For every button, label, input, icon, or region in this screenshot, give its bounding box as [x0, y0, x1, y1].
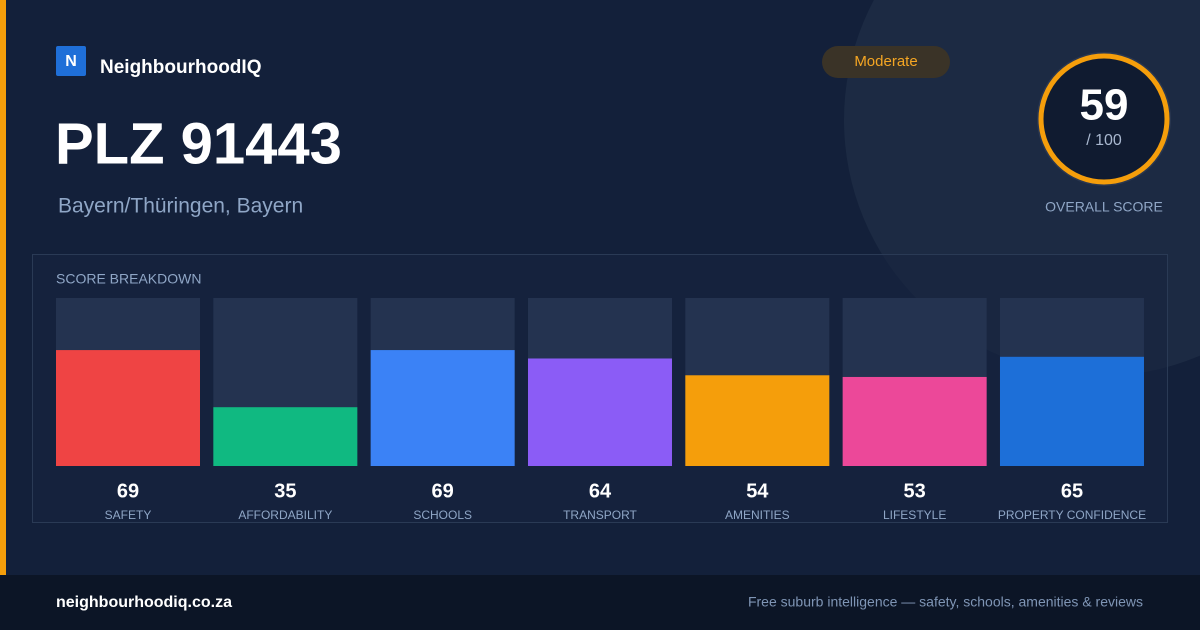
bar	[685, 375, 830, 466]
bar	[56, 350, 200, 466]
footer-tagline: Free suburb intelligence — safety, schoo…	[748, 594, 1143, 610]
category-label: SCHOOLS	[413, 508, 472, 522]
category-label: TRANSPORT	[563, 508, 637, 522]
value-label: 54	[746, 480, 769, 502]
score-max: / 100	[1086, 132, 1122, 149]
category-label: LIFESTYLE	[883, 508, 946, 522]
value-label: 65	[1061, 480, 1083, 502]
brand-name: NeighbourhoodIQ	[100, 57, 261, 78]
category-label: AMENITIES	[725, 508, 790, 522]
chart-title: SCORE BREAKDOWN	[56, 271, 201, 287]
title: PLZ 91443	[55, 111, 342, 176]
category-label: AFFORDABILITY	[238, 508, 332, 522]
value-label: 69	[117, 480, 139, 502]
badge-text: Moderate	[854, 53, 917, 70]
subtitle: Bayern/Thüringen, Bayern	[58, 195, 303, 218]
bar	[999, 356, 1144, 466]
value-label: 53	[904, 480, 926, 502]
footer	[0, 575, 1200, 630]
value-label: 64	[589, 480, 612, 502]
footer-site: neighbourhoodiq.co.za	[56, 594, 232, 611]
value-label: 35	[274, 480, 296, 502]
badge	[822, 46, 950, 78]
category-label: PROPERTY CONFIDENCE	[998, 508, 1146, 522]
accent-stripe	[0, 0, 6, 575]
logo-letter: N	[65, 53, 77, 70]
category-label: SAFETY	[105, 508, 152, 522]
bar	[370, 350, 515, 466]
score-label: OVERALL SCORE	[1045, 199, 1163, 215]
bar	[842, 376, 987, 466]
bar	[213, 407, 358, 466]
logo	[56, 46, 86, 76]
score-ring	[1038, 53, 1170, 185]
score-value: 59	[1080, 81, 1129, 130]
value-label: 69	[432, 480, 454, 502]
bar	[527, 358, 672, 466]
